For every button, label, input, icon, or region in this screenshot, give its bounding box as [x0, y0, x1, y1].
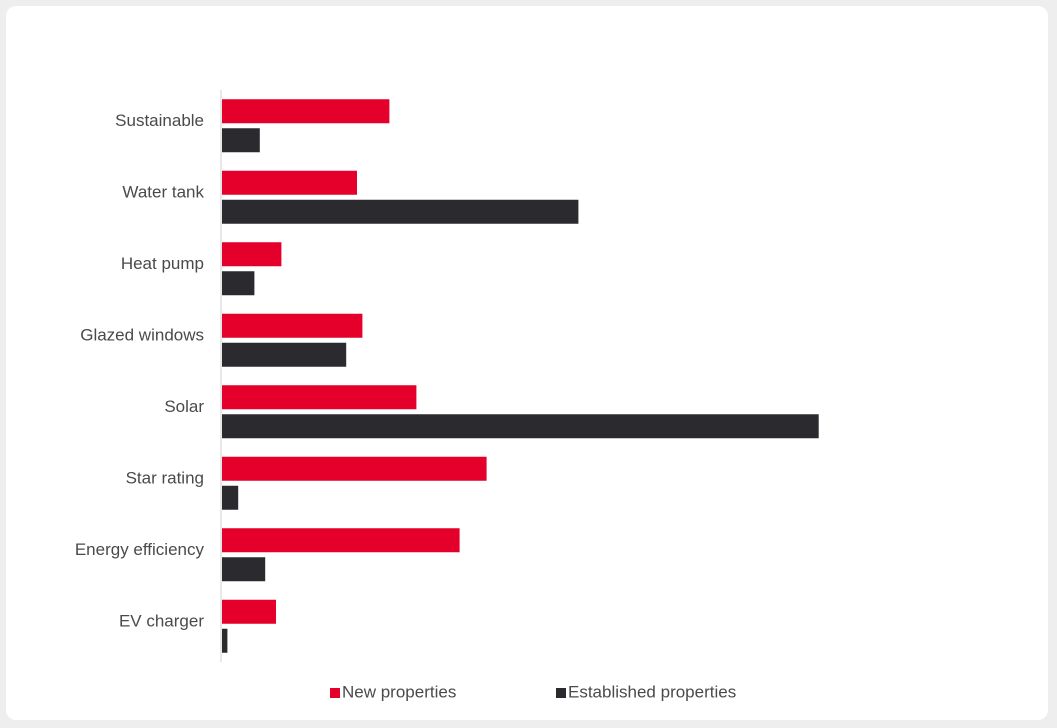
category-labels: Sustainable Water tank Heat pump Glazed win… — [75, 111, 205, 631]
legend: New properties Established properties — [330, 682, 736, 701]
category-label-energy-efficiency: Energy efficiency — [75, 540, 205, 559]
bar-glazed-windows-new — [222, 313, 363, 338]
bar-star-rating-new — [222, 456, 487, 481]
category-label-glazed-windows: Glazed windows — [80, 326, 204, 345]
category-label-star-rating: Star rating — [126, 469, 204, 488]
bar-water-tank-established — [222, 199, 579, 224]
bar-star-rating-established — [222, 485, 239, 510]
legend-swatch-new — [330, 688, 340, 698]
bar-energy-efficiency-new — [222, 528, 460, 553]
category-label-heat-pump: Heat pump — [121, 254, 204, 273]
bars-group — [222, 99, 819, 653]
bar-sustainable-established — [222, 128, 260, 153]
bar-sustainable-new — [222, 99, 390, 124]
bar-heat-pump-new — [222, 242, 282, 267]
category-label-water-tank: Water tank — [122, 183, 204, 202]
bar-energy-efficiency-established — [222, 557, 266, 582]
bar-heat-pump-established — [222, 271, 255, 296]
category-label-ev-charger: EV charger — [119, 612, 204, 631]
bar-solar-new — [222, 385, 417, 410]
bar-ev-charger-new — [222, 599, 276, 624]
legend-swatch-established — [556, 688, 566, 698]
legend-label-new: New properties — [342, 682, 456, 701]
legend-label-established: Established properties — [568, 682, 736, 701]
category-label-solar: Solar — [164, 397, 204, 416]
bar-solar-established — [222, 414, 819, 439]
bar-water-tank-new — [222, 170, 357, 195]
bar-glazed-windows-established — [222, 342, 347, 367]
chart-card — [6, 6, 1048, 720]
bar-ev-charger-established — [222, 628, 228, 653]
category-label-sustainable: Sustainable — [115, 111, 204, 130]
